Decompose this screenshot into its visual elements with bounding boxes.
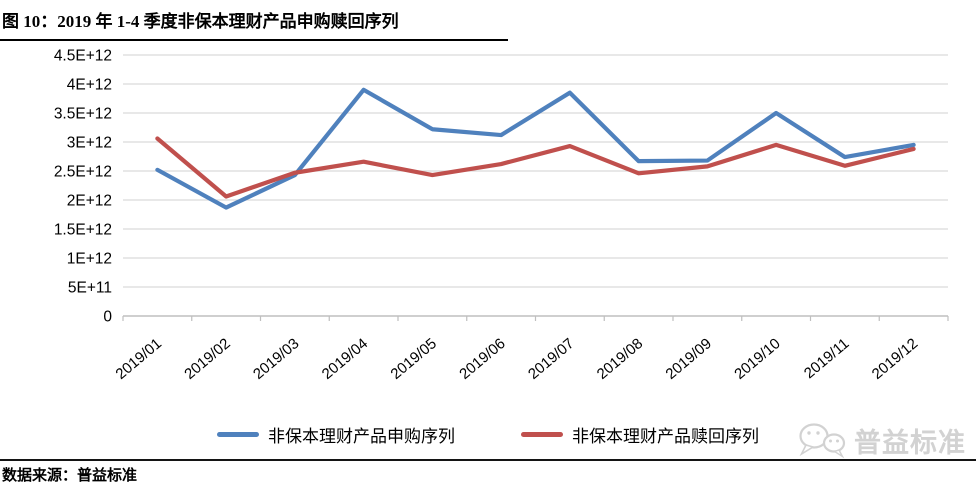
y-tick-label: 3.5E+12 bbox=[54, 106, 112, 123]
chat-bubbles-icon bbox=[799, 423, 846, 459]
y-tick-label: 4.5E+12 bbox=[54, 48, 112, 65]
y-tick-label: 0 bbox=[103, 309, 112, 326]
figure-title: 图 10：2019 年 1-4 季度非保本理财产品申购赎回序列 bbox=[0, 5, 508, 41]
legend-item-subscription[interactable]: 非保本理财产品申购序列 bbox=[217, 422, 455, 447]
x-tick-label: 2019/03 bbox=[250, 335, 302, 383]
x-tick-label: 2019/10 bbox=[731, 335, 783, 383]
x-tick-label: 2019/01 bbox=[112, 335, 164, 383]
legend-line-subscription bbox=[217, 431, 259, 437]
x-tick-label: 2019/09 bbox=[662, 335, 714, 383]
x-tick-label: 2019/06 bbox=[456, 335, 508, 383]
y-tick-label: 2E+12 bbox=[67, 193, 112, 210]
series-line-1 bbox=[155, 136, 916, 199]
legend-label-subscription: 非保本理财产品申购序列 bbox=[268, 426, 455, 446]
x-tick-label: 2019/07 bbox=[525, 335, 577, 383]
x-tick-label: 2019/12 bbox=[869, 335, 921, 383]
figure-title-text: 图 10：2019 年 1-4 季度非保本理财产品申购赎回序列 bbox=[2, 12, 399, 31]
x-tick-label: 2019/08 bbox=[594, 335, 646, 383]
legend-line-redemption bbox=[521, 431, 563, 437]
footer-divider bbox=[0, 459, 976, 461]
source-note: 数据来源：普益标准 bbox=[2, 468, 138, 484]
y-tick-label: 1.5E+12 bbox=[54, 222, 112, 239]
y-tick-label: 3E+12 bbox=[67, 135, 112, 152]
chart-legend: 非保本理财产品申购序列 非保本理财产品赎回序列 bbox=[0, 421, 976, 447]
y-tick-label: 4E+12 bbox=[67, 77, 112, 94]
x-tick-label: 2019/05 bbox=[387, 335, 439, 383]
y-tick-label: 5E+11 bbox=[68, 280, 112, 297]
series-line-0 bbox=[155, 87, 916, 210]
watermark-logo: 普益标准 bbox=[796, 421, 966, 459]
legend-label-redemption: 非保本理财产品赎回序列 bbox=[572, 426, 759, 446]
y-tick-label: 2.5E+12 bbox=[54, 164, 112, 181]
x-tick-label: 2019/11 bbox=[801, 335, 853, 382]
x-tick-label: 2019/04 bbox=[319, 335, 371, 383]
legend-item-redemption[interactable]: 非保本理财产品赎回序列 bbox=[521, 422, 759, 447]
y-tick-label: 1E+12 bbox=[67, 251, 112, 268]
x-tick-label: 2019/02 bbox=[181, 335, 233, 383]
watermark-text: 普益标准 bbox=[854, 427, 966, 458]
